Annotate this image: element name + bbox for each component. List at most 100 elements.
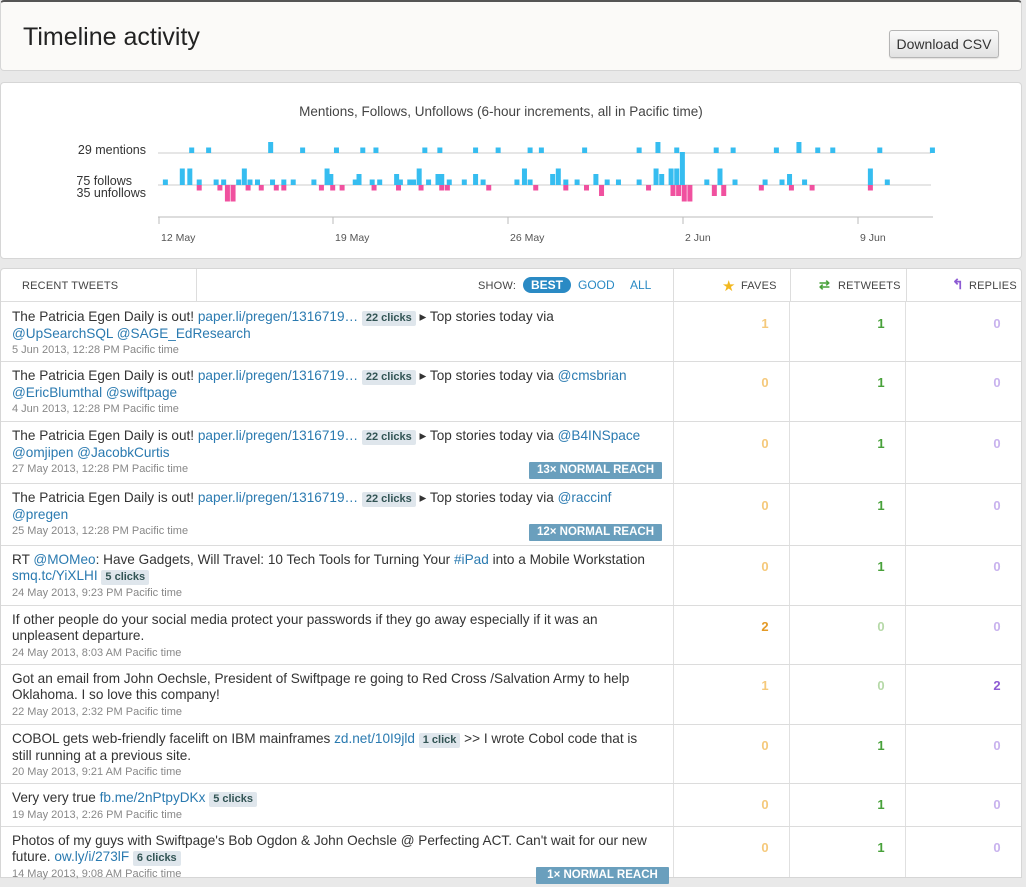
unfollow-bar [196,185,202,191]
table-row[interactable]: The Patricia Egen Daily is out! paper.li… [1,362,1021,422]
tweet-mentions[interactable]: @pregen [12,507,69,522]
mention-bar [300,147,306,153]
mention-bar [333,147,339,153]
follow-bar [514,179,520,185]
follow-bar [802,179,808,185]
unfollow-bar [224,185,230,202]
tweet-link[interactable]: paper.li/pregen/1316719… [197,309,359,324]
follow-bar [435,174,441,185]
follow-bar [762,179,768,185]
replies-label: REPLIES [969,280,1017,292]
tweet-mention[interactable]: @cmsbrian [557,368,627,383]
retweets-header[interactable]: ⇄ RETWEETS [790,269,906,302]
follow-bar [550,174,556,185]
faves-count: 0 [761,498,769,513]
table-row[interactable]: RT @MOMeo: Have Gadgets, Will Travel: 10… [1,546,1021,606]
tweet-link[interactable]: paper.li/pregen/1316719… [197,368,359,383]
table-row[interactable]: The Patricia Egen Daily is out! paper.li… [1,422,1021,484]
follow-bar [527,179,533,185]
chart-title: Mentions, Follows, Unfollows (6-hour inc… [299,104,703,119]
mention-bar [815,147,821,153]
follow-bar [679,152,685,185]
table-row[interactable]: Very very true fb.me/2nPtpyDKx 5 clicks … [1,784,1021,827]
tweet-link[interactable]: paper.li/pregen/1316719… [197,490,359,505]
faves-count: 0 [761,559,769,574]
download-csv-button[interactable]: Download CSV [889,30,999,58]
table-row[interactable]: The Patricia Egen Daily is out! paper.li… [1,303,1021,362]
table-row[interactable]: Photos of my guys with Swiftpage's Bob O… [1,827,1021,887]
tweet-timestamp: 14 May 2013, 9:08 AM Pacific time [12,868,182,880]
tweet-mentions[interactable]: @EricBlumthal @swiftpage [12,385,178,400]
tweet-link[interactable]: smq.tc/YiXLHI [12,568,98,583]
tweet-text-part: ▸ Top stories today via [419,368,554,383]
tweet-link[interactable]: ow.ly/i/273lF [54,849,130,864]
unfollow-bar [584,185,589,191]
retweets-count: 1 [877,436,885,451]
tweet-text-part: ▸ Top stories today via [419,428,554,443]
recent-tweets-label: RECENT TWEETS [22,280,119,292]
follow-bar [668,168,674,185]
replies-count: 0 [993,436,1001,451]
filter-best[interactable]: BEST [523,277,572,293]
follow-bar [717,168,723,185]
replies-count: 0 [993,738,1001,753]
follow-bar [397,179,403,185]
mention-bar [830,147,836,153]
tweet-mention[interactable]: @MOMeo [33,552,96,567]
mention-bar [538,147,544,153]
retweet-icon: ⇄ [819,277,830,292]
tweet-text-part: Photos of my guys with Swiftpage's Bob O… [12,833,647,848]
unfollow-bar [670,185,676,196]
follow-bar [480,179,486,185]
tweet-text-part: The Patricia Egen Daily is out! [12,428,195,443]
filter-good[interactable]: GOOD [578,278,615,292]
tweet-text-part: still running at a previous site. [12,748,192,763]
follow-bar [236,179,242,185]
mention-bar [713,147,719,153]
follow-bar [653,168,659,185]
unfollow-bar [599,185,605,196]
tweet-timestamp: 22 May 2013, 2:32 PM Pacific time [12,706,182,718]
tweet-link[interactable]: fb.me/2nPtpyDKx [99,790,206,805]
follow-bar [179,168,185,185]
tweet-text-part: Oklahoma. I so love this company! [12,687,220,702]
mention-bar [189,147,195,153]
replies-count: 2 [993,678,1001,693]
tweet-link[interactable]: paper.li/pregen/1316719… [197,428,359,443]
unfollow-bar [396,185,401,191]
tweet-hashtag[interactable]: #iPad [454,552,489,567]
faves-header[interactable]: ★ FAVES [673,269,790,302]
mention-bar [437,147,443,153]
tweet-timestamp: 24 May 2013, 9:23 PM Pacific time [12,587,182,599]
replies-header[interactable]: ↰ REPLIES [906,269,1021,302]
mention-bar [206,147,212,153]
unfollow-bar [318,185,324,191]
table-row[interactable]: Got an email from John Oechsle, Presiden… [1,665,1021,725]
faves-count: 0 [761,840,769,855]
tweet-text-part: The Patricia Egen Daily is out! [12,368,195,383]
tweet-link[interactable]: zd.net/10I9jld [334,731,415,746]
tweet-mention[interactable]: @B4INSpace [557,428,641,443]
faves-count: 1 [761,316,769,331]
filter-all[interactable]: ALL [630,278,652,292]
tweet-text: Very very true fb.me/2nPtpyDKx 5 clicks [12,790,662,807]
table-row[interactable]: COBOL gets web-friendly facelift on IBM … [1,725,1021,784]
unfollow-bar [339,185,345,191]
unfollow-bar [721,185,727,196]
show-label: SHOW: [478,280,517,292]
tweet-text-part: The Patricia Egen Daily is out! [12,309,195,324]
retweets-count: 1 [877,375,885,390]
tweet-mentions[interactable]: @omjipen @JacobkCurtis [12,445,170,460]
follow-bar [328,174,334,185]
unfollow-bar [681,185,687,202]
table-row[interactable]: The Patricia Egen Daily is out! paper.li… [1,484,1021,546]
timeline-chart: Mentions, Follows, Unfollows (6-hour inc… [76,104,935,244]
tweet-mention[interactable]: @raccinf [557,490,612,505]
unfollow-bar [788,185,794,191]
mention-bar [527,147,533,153]
follow-bar [593,174,599,185]
tweet-mentions[interactable]: @UpSearchSQL @SAGE_EdResearch [12,326,251,341]
follow-bar [369,179,375,185]
follow-bar [555,168,561,185]
table-row[interactable]: If other people do your social media pro… [1,606,1021,665]
